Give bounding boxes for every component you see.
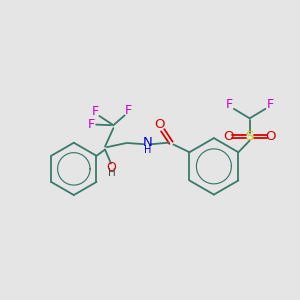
Text: F: F [226,98,233,111]
Text: N: N [143,136,153,149]
Text: F: F [88,118,94,131]
Text: H: H [144,145,152,154]
Text: O: O [223,130,234,143]
Text: F: F [266,98,273,111]
Text: F: F [92,105,99,118]
Text: O: O [154,118,165,131]
Text: H: H [108,168,116,178]
Text: F: F [125,104,132,117]
Text: O: O [266,130,276,143]
Text: S: S [245,130,254,143]
Text: O: O [106,161,116,174]
